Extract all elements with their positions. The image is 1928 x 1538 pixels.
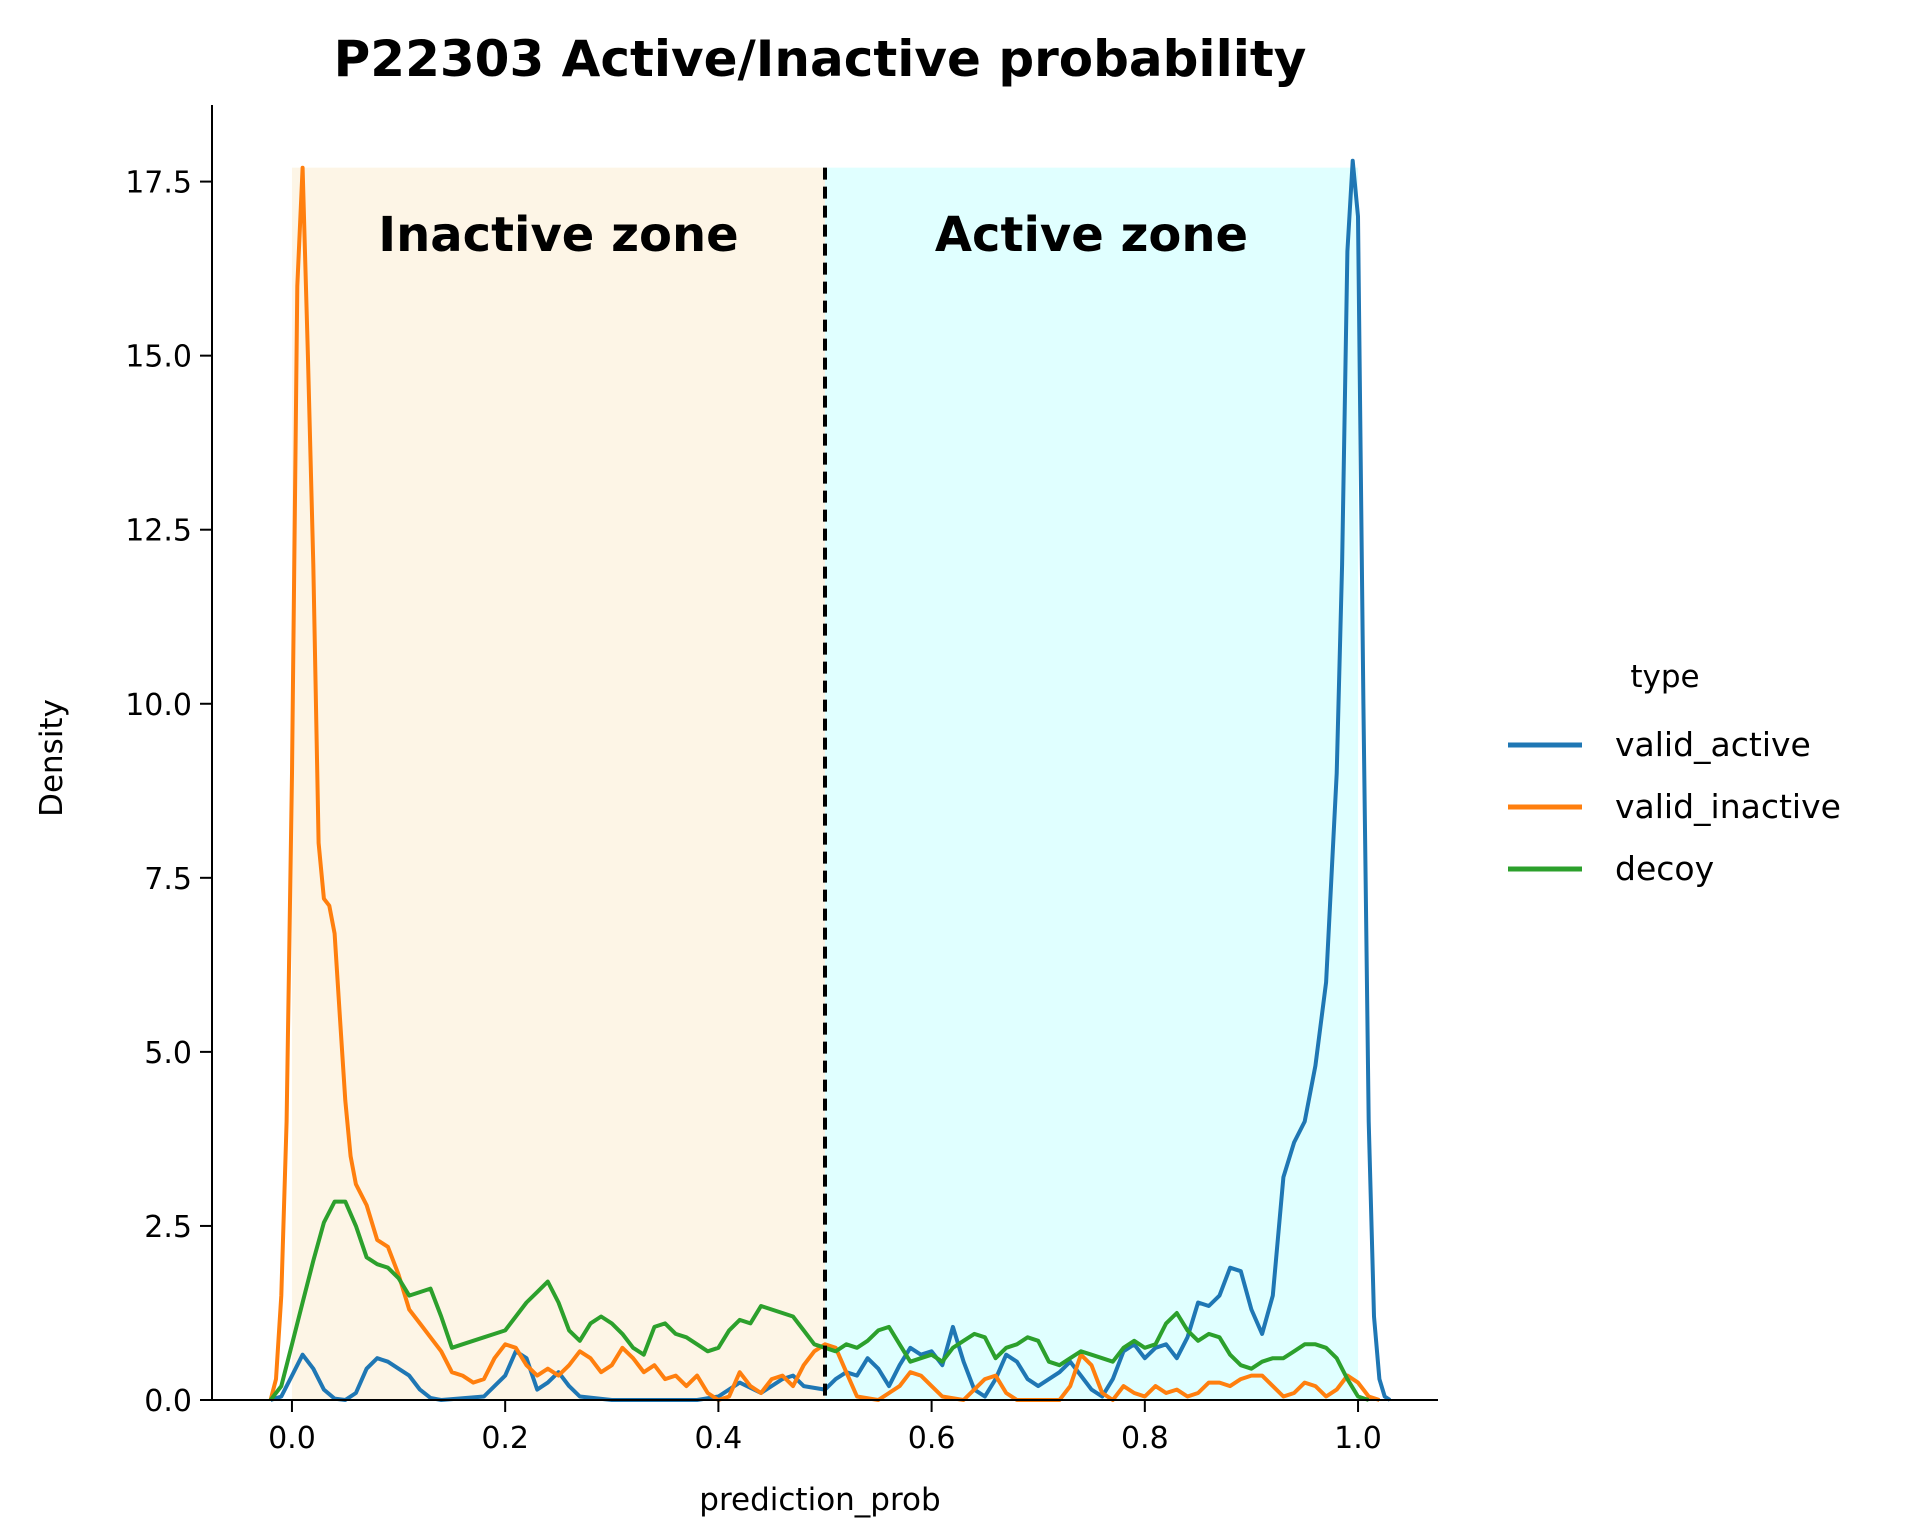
series-line-valid_inactive <box>268 165 1381 1402</box>
y-tick-label: 0.0 <box>144 1384 192 1419</box>
legend-label-valid_inactive: valid_inactive <box>1615 787 1841 826</box>
series-line-decoy <box>269 1199 1370 1402</box>
x-tick-label: 1.0 <box>1334 1421 1382 1456</box>
zone-band-1 <box>825 167 1359 1401</box>
x-ticks: 0.0 0.2 0.4 0.6 0.8 1.0 <box>268 1400 1382 1456</box>
x-tick-label: 0.6 <box>908 1421 956 1456</box>
zones-layer <box>291 167 1359 1401</box>
x-axis-label: prediction_prob <box>699 1482 940 1518</box>
chart-title: P22303 Active/Inactive probability <box>334 30 1307 88</box>
series-layer <box>268 158 1392 1402</box>
legend-title: type <box>1630 659 1699 695</box>
y-tick-label: 17.5 <box>125 166 192 201</box>
x-tick-label: 0.2 <box>481 1421 529 1456</box>
x-tick-label: 0.4 <box>695 1421 743 1456</box>
legend-label-valid_active: valid_active <box>1615 725 1811 764</box>
zone-labels: Inactive zone Active zone <box>378 207 1248 263</box>
legend-label-decoy: decoy <box>1615 849 1714 888</box>
series-line-valid_active <box>269 158 1392 1402</box>
y-tick-label: 15.0 <box>125 340 192 375</box>
y-tick-label: 5.0 <box>144 1036 192 1071</box>
zone-band-0 <box>291 167 825 1401</box>
y-tick-label: 10.0 <box>125 688 192 723</box>
x-tick-label: 0.0 <box>268 1421 316 1456</box>
x-tick-label: 0.8 <box>1121 1421 1169 1456</box>
zone-label-1: Active zone <box>935 207 1248 263</box>
zone-label-0: Inactive zone <box>378 207 738 263</box>
y-axis-label: Density <box>34 699 70 817</box>
y-tick-label: 12.5 <box>125 514 192 549</box>
y-ticks: 0.0 2.5 5.0 7.5 10.0 12.5 15.0 17.5 <box>125 166 212 1419</box>
y-tick-label: 2.5 <box>144 1210 192 1245</box>
y-tick-label: 7.5 <box>144 862 192 897</box>
